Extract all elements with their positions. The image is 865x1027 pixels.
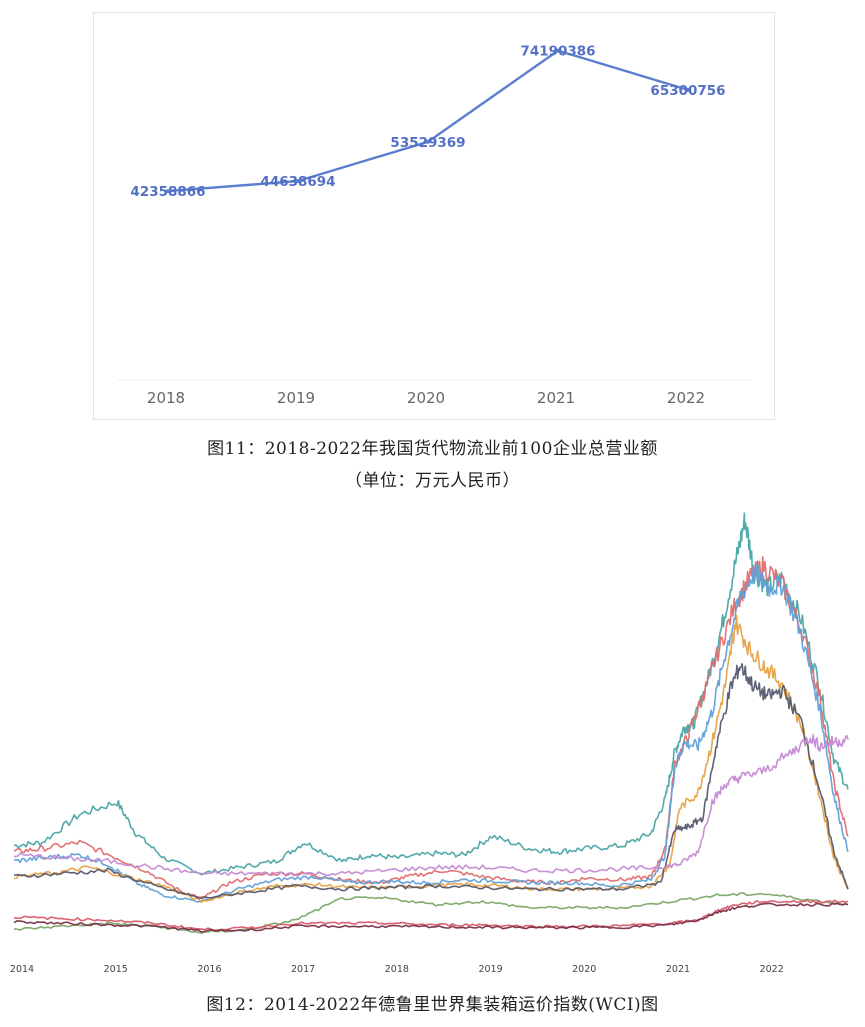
revenue-data-label: 42358866 <box>130 184 205 200</box>
wci-series-line-8 <box>13 899 849 931</box>
x-tick-label: 2019 <box>478 964 502 975</box>
revenue-data-label: 65300756 <box>650 83 725 99</box>
wci-series-line-4 <box>13 614 849 904</box>
x-tick-label: 2020 <box>572 964 596 975</box>
x-tick-label: 2016 <box>197 964 221 975</box>
wci-series-line-3 <box>13 563 849 903</box>
x-tick-label: 2022 <box>760 964 784 975</box>
x-tick-label: 2015 <box>104 964 128 975</box>
revenue-point <box>686 87 690 92</box>
chart1-frame <box>93 12 775 420</box>
wci-line-chart: 2014 2015 2016 2017 2018 2019 2020 2021 2022 <box>10 512 849 975</box>
x-tick-label: 2017 <box>291 964 315 975</box>
chart1-subtitle: （单位：万元人民币） <box>345 471 520 491</box>
revenue-series-line <box>167 49 689 193</box>
x-tick-label: 2018 <box>147 389 185 407</box>
x-tick-label: 2019 <box>277 389 315 407</box>
x-tick-label: 2020 <box>407 389 445 407</box>
wci-series-line-5 <box>13 663 849 900</box>
revenue-data-label: 44638694 <box>260 174 335 190</box>
revenue-data-label: 74190386 <box>520 44 595 60</box>
revenue-line-chart: 42358866 44638694 53529369 74190386 65300756… <box>118 44 752 407</box>
wci-series-line-9 <box>13 902 849 933</box>
x-tick-label: 2018 <box>385 964 409 975</box>
x-tick-label: 2022 <box>667 389 705 407</box>
revenue-data-label: 53529369 <box>390 135 465 151</box>
x-tick-label: 2014 <box>10 964 34 975</box>
chart2-title: 图12：2014-2022年德鲁里世界集装箱运价指数(WCI)图 <box>206 995 659 1015</box>
revenue-point <box>296 179 300 184</box>
x-tick-label: 2021 <box>666 964 690 975</box>
revenue-point <box>426 139 430 144</box>
revenue-point <box>556 48 560 53</box>
wci-series-line-6 <box>13 733 849 877</box>
chart1-title: 图11：2018-2022年我国货代物流业前100企业总营业额 <box>207 439 658 459</box>
wci-series-line-2 <box>13 556 849 899</box>
x-tick-label: 2021 <box>537 389 575 407</box>
revenue-point <box>166 189 170 194</box>
